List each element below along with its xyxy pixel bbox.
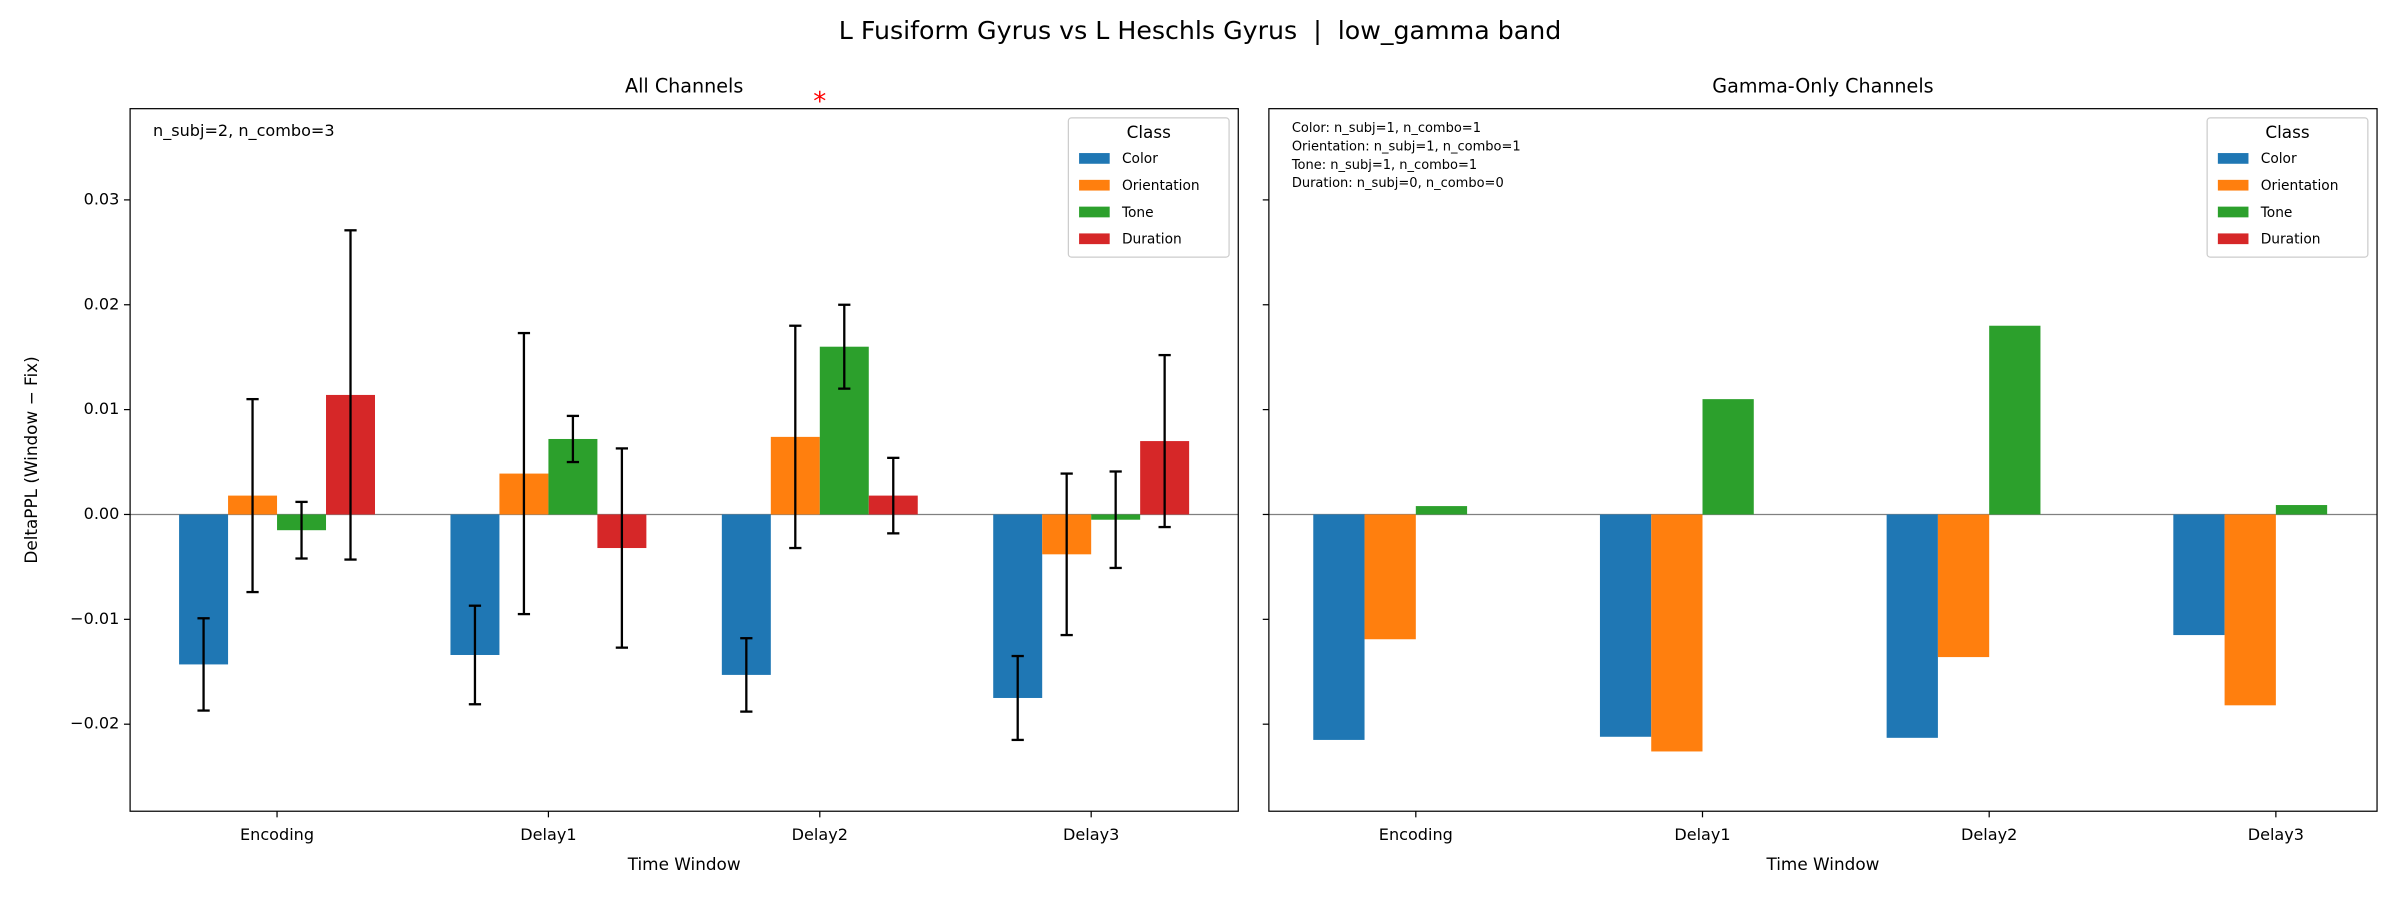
- legend-label: Tone: [2260, 205, 2293, 221]
- panel-title: All Channels: [625, 75, 743, 98]
- error-bar: [295, 500, 308, 560]
- legend-swatch: [1079, 233, 1110, 245]
- x-tick-label: Delay1: [1674, 825, 1730, 844]
- bar: [1886, 514, 1938, 738]
- error-bar: [1060, 472, 1073, 637]
- axes-frame: [1268, 108, 2378, 812]
- legend-swatch: [1079, 153, 1110, 164]
- error-bar: [838, 303, 851, 390]
- legend-box: [2206, 117, 2369, 258]
- legend-label: Tone: [1121, 205, 1154, 221]
- annotation: Color: n_subj=1, n_combo=1: [1292, 121, 1481, 136]
- x-tick-label: Delay2: [792, 825, 848, 844]
- error-bar: [1109, 470, 1122, 570]
- legend-label: Orientation: [2261, 178, 2339, 194]
- annotation: Orientation: n_subj=1, n_combo=1: [1292, 139, 1521, 154]
- error-bar: [566, 414, 580, 464]
- legend-swatch: [2217, 153, 2249, 164]
- error-bar: [1158, 353, 1171, 529]
- x-axis-label: Time Window: [1766, 854, 1880, 874]
- y-tick-label: 0.00: [84, 504, 120, 523]
- bar: [1937, 514, 1990, 658]
- bar: [1702, 399, 1754, 515]
- annotation: n_subj=2, n_combo=3: [153, 121, 335, 141]
- legend-box: [1067, 117, 1230, 258]
- legend-swatch: [2217, 179, 2249, 191]
- bar: [2173, 514, 2225, 636]
- error-bar: [1011, 654, 1024, 742]
- bar: [2224, 514, 2276, 706]
- legend-swatch: [2217, 233, 2249, 245]
- legend-label: Orientation: [1122, 178, 1200, 194]
- x-tick-label: Delay3: [1063, 825, 1119, 844]
- legend-swatch: [1079, 179, 1110, 191]
- annotation: Duration: n_subj=0, n_combo=0: [1292, 176, 1504, 191]
- error-bar: [517, 331, 531, 616]
- bar: [1313, 514, 1365, 740]
- x-axis-label: Time Window: [627, 854, 741, 874]
- legend-title: Class: [2265, 122, 2309, 142]
- bar: [1364, 514, 1416, 640]
- x-tick-label: Delay1: [520, 825, 576, 844]
- annotation: Tone: n_subj=1, n_combo=1: [1291, 158, 1477, 173]
- error-bar: [789, 324, 802, 550]
- legend-label: Duration: [1122, 232, 1182, 248]
- legend-swatch: [1079, 206, 1110, 218]
- bar: [1599, 514, 1652, 737]
- x-tick-label: Delay3: [2248, 825, 2304, 844]
- y-tick-label: −0.02: [70, 714, 119, 733]
- bar: [1415, 506, 1468, 515]
- error-bar: [344, 229, 357, 561]
- x-tick-label: Delay2: [1961, 825, 2017, 844]
- error-bar: [246, 397, 259, 594]
- error-bar: [740, 637, 753, 713]
- x-tick-label: Encoding: [240, 825, 314, 844]
- legend-label: Color: [2261, 151, 2297, 167]
- bar: [1989, 325, 2041, 515]
- bar: [2275, 505, 2328, 515]
- legend-swatch: [2217, 206, 2249, 218]
- legend-label: Duration: [2261, 232, 2321, 248]
- error-bar: [197, 617, 210, 712]
- panel-title: Gamma-Only Channels: [1712, 75, 1933, 98]
- y-tick-label: 0.01: [84, 399, 120, 418]
- y-tick-label: 0.02: [84, 294, 120, 313]
- error-bar: [468, 604, 482, 706]
- error-bar: [615, 447, 629, 649]
- axes-frame: [129, 108, 1239, 812]
- legend-label: Color: [1122, 151, 1158, 167]
- significance-marker: *: [813, 87, 826, 117]
- x-tick-label: Encoding: [1379, 825, 1453, 844]
- figure-title: L Fusiform Gyrus vs L Heschls Gyrus | lo…: [839, 16, 1562, 45]
- y-axis-label: DeltaPPL (Window − Fix): [21, 356, 41, 563]
- y-tick-label: −0.01: [70, 609, 119, 628]
- error-bar: [887, 456, 900, 535]
- legend-title: Class: [1127, 122, 1171, 142]
- bar: [1651, 514, 1703, 752]
- y-tick-label: 0.03: [84, 189, 120, 208]
